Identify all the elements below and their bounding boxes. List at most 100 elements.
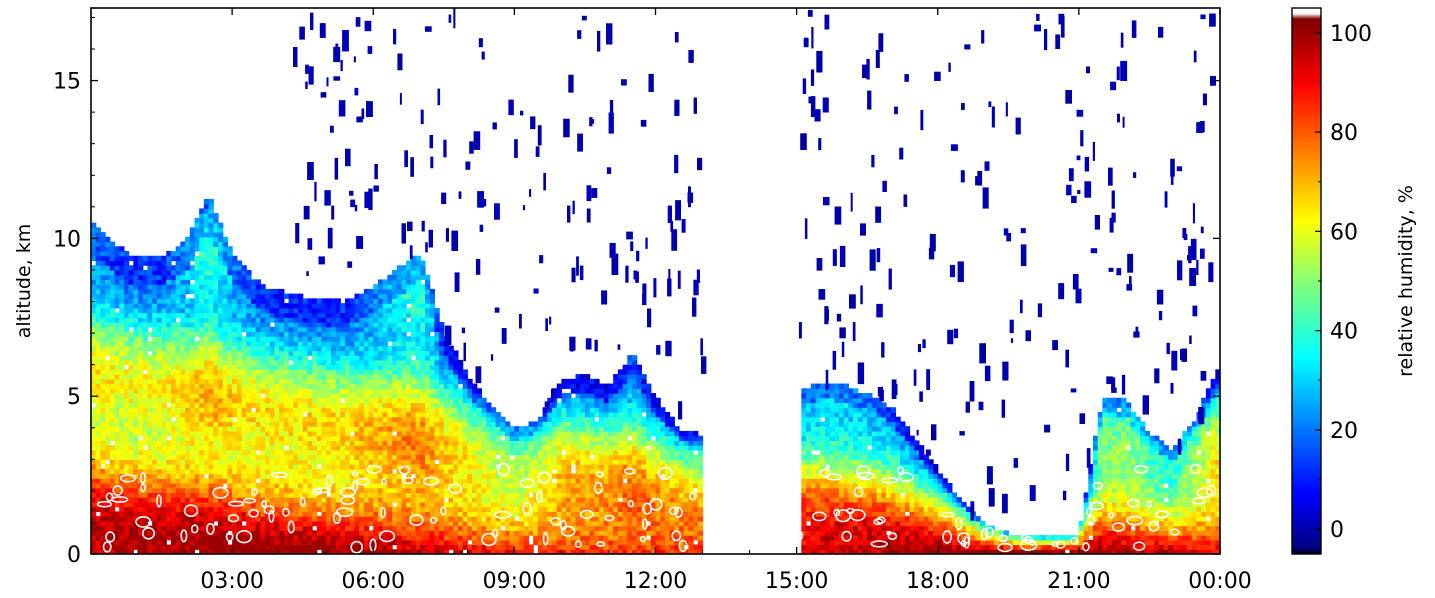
heatmap-cell — [283, 416, 290, 423]
heatmap-cell — [227, 497, 233, 503]
heatmap-cell — [495, 416, 501, 423]
heatmap-cell — [105, 482, 111, 489]
heatmap-cell — [260, 312, 266, 318]
heatmap-cell — [175, 516, 181, 522]
heatmap-cell — [218, 511, 224, 517]
heatmap-cell — [265, 288, 271, 295]
heatmap-cell — [194, 473, 200, 479]
heatmap-cell — [189, 464, 196, 470]
heatmap-cell — [255, 440, 261, 446]
heatmap-cell — [175, 307, 181, 314]
heatmap-cell — [199, 364, 205, 370]
heatmap-cell — [236, 459, 243, 465]
heatmap-cell — [100, 336, 106, 342]
heatmap-cell — [349, 355, 356, 361]
heatmap-cell — [467, 530, 473, 536]
heatmap-cell — [472, 454, 478, 460]
heatmap-cell — [382, 416, 388, 423]
heatmap-cell — [382, 544, 388, 550]
heatmap-cell — [429, 449, 435, 456]
heatmap-cell — [288, 345, 294, 352]
heatmap-cell — [415, 535, 421, 541]
heatmap-cell — [180, 473, 186, 479]
heatmap-cell — [232, 402, 238, 408]
heatmap-cell — [265, 501, 271, 508]
heatmap-cell — [410, 326, 417, 333]
heatmap-cell — [208, 236, 214, 243]
heatmap-cell — [340, 359, 346, 366]
heatmap-cell — [467, 535, 473, 541]
heatmap-cell — [406, 359, 412, 366]
heatmap-cell — [227, 473, 233, 479]
heatmap-cell — [434, 374, 440, 380]
heatmap-cell — [288, 445, 294, 451]
heatmap-cell — [302, 393, 308, 399]
heatmap-cell — [213, 322, 219, 328]
heatmap-cell — [396, 430, 403, 437]
heatmap-cell — [500, 464, 506, 470]
heatmap-cell — [509, 501, 515, 508]
heatmap-cell — [265, 516, 271, 522]
heatmap-cell — [123, 407, 130, 413]
heatmap-cell — [232, 421, 238, 427]
heatmap-cell — [222, 345, 229, 352]
heatmap-cell — [429, 459, 435, 465]
heatmap-cell — [377, 416, 384, 423]
heatmap-cell — [373, 402, 379, 408]
heatmap-cell — [246, 435, 252, 441]
heatmap-cell — [265, 317, 271, 323]
heatmap-cell — [208, 222, 214, 228]
heatmap-cell — [462, 539, 468, 546]
heatmap-cell — [123, 307, 130, 314]
heatmap-cell — [425, 454, 431, 460]
heatmap-cell — [222, 331, 229, 337]
heatmap-cell — [293, 293, 299, 299]
heatmap-cell — [260, 530, 266, 536]
heatmap-cell — [199, 459, 205, 465]
heatmap-cell — [382, 435, 388, 441]
heatmap-cell — [236, 430, 243, 437]
heatmap-cell — [377, 350, 384, 356]
heatmap-cell — [443, 345, 450, 352]
heatmap-cell — [203, 430, 210, 437]
heatmap-cell — [387, 359, 393, 366]
heatmap-cell — [316, 544, 323, 550]
heatmap-cell — [288, 492, 294, 498]
heatmap-cell — [420, 459, 426, 465]
heatmap-cell — [321, 478, 327, 484]
heatmap-cell — [396, 288, 403, 295]
heatmap-cell — [429, 426, 435, 432]
heatmap-cell — [420, 345, 426, 352]
heatmap-cell — [95, 544, 101, 550]
heatmap-cell — [410, 464, 417, 470]
heatmap-cell — [340, 478, 346, 484]
heatmap-cell — [486, 421, 492, 427]
heatmap-cell — [189, 478, 196, 484]
heatmap-cell — [406, 393, 412, 399]
heatmap-cell — [203, 298, 210, 304]
heatmap-cell — [218, 227, 224, 233]
heatmap-cell — [166, 449, 172, 456]
heatmap-cell — [420, 359, 426, 366]
heatmap-cell — [255, 516, 261, 522]
heatmap-cell — [180, 501, 186, 508]
heatmap-cell — [302, 359, 308, 366]
heatmap-cell — [156, 393, 163, 399]
heatmap-cell — [161, 312, 167, 318]
heatmap-cell — [410, 407, 417, 413]
heatmap-cell — [462, 520, 468, 527]
heatmap-cell — [457, 393, 464, 399]
heatmap-cell — [467, 421, 473, 427]
heatmap-cell — [396, 459, 403, 465]
heatmap-cell — [293, 506, 299, 512]
heatmap-cell — [170, 430, 177, 437]
heatmap-cell — [274, 340, 280, 347]
heatmap-cell — [232, 516, 238, 522]
heatmap-cell — [260, 374, 266, 380]
heatmap-cell — [396, 397, 403, 404]
heatmap-cell — [439, 435, 445, 441]
heatmap-cell — [260, 340, 266, 347]
heatmap-cell — [373, 487, 379, 494]
heatmap-cell — [293, 364, 299, 370]
heatmap-cell — [363, 378, 370, 385]
